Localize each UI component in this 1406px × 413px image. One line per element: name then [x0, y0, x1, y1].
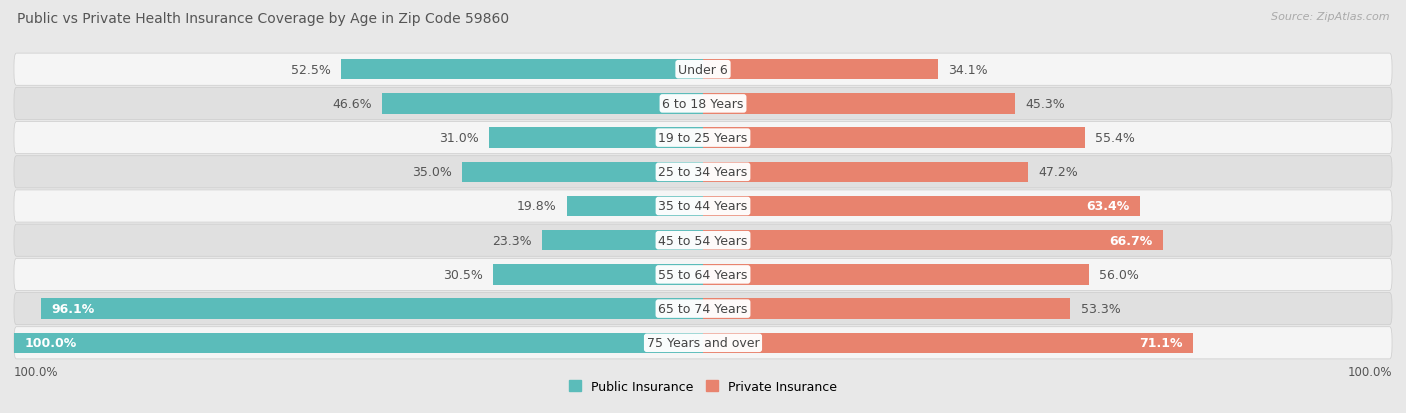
Text: 96.1%: 96.1% [51, 302, 94, 316]
Bar [703, 128, 1084, 149]
Text: 35.0%: 35.0% [412, 166, 451, 179]
Text: 55 to 64 Years: 55 to 64 Years [658, 268, 748, 281]
Text: 25 to 34 Years: 25 to 34 Years [658, 166, 748, 179]
Text: 35 to 44 Years: 35 to 44 Years [658, 200, 748, 213]
Bar [489, 128, 703, 149]
Bar [703, 264, 1088, 285]
Text: 100.0%: 100.0% [24, 337, 77, 349]
Bar [703, 196, 1140, 217]
Text: 45 to 54 Years: 45 to 54 Years [658, 234, 748, 247]
FancyBboxPatch shape [14, 157, 1392, 188]
FancyBboxPatch shape [14, 327, 1392, 359]
Text: 30.5%: 30.5% [443, 268, 482, 281]
Text: 19.8%: 19.8% [516, 200, 557, 213]
Bar [703, 299, 1070, 319]
FancyBboxPatch shape [14, 259, 1392, 291]
FancyBboxPatch shape [14, 54, 1392, 86]
FancyBboxPatch shape [14, 190, 1392, 223]
Bar [703, 333, 1192, 353]
Text: Under 6: Under 6 [678, 64, 728, 76]
Text: 23.3%: 23.3% [492, 234, 531, 247]
FancyBboxPatch shape [14, 225, 1392, 256]
Bar [342, 60, 703, 80]
Text: 66.7%: 66.7% [1109, 234, 1152, 247]
Text: 46.6%: 46.6% [332, 97, 371, 111]
Bar [703, 162, 1028, 183]
Bar [703, 230, 1163, 251]
Text: 6 to 18 Years: 6 to 18 Years [662, 97, 744, 111]
Bar [14, 333, 703, 353]
Bar [543, 230, 703, 251]
Text: 31.0%: 31.0% [439, 132, 479, 145]
Text: 47.2%: 47.2% [1039, 166, 1078, 179]
Text: 55.4%: 55.4% [1095, 132, 1135, 145]
Text: Public vs Private Health Insurance Coverage by Age in Zip Code 59860: Public vs Private Health Insurance Cover… [17, 12, 509, 26]
Text: 100.0%: 100.0% [14, 365, 59, 378]
Text: 53.3%: 53.3% [1081, 302, 1121, 316]
Text: 75 Years and over: 75 Years and over [647, 337, 759, 349]
Bar [494, 264, 703, 285]
Text: 52.5%: 52.5% [291, 64, 330, 76]
Legend: Public Insurance, Private Insurance: Public Insurance, Private Insurance [564, 375, 842, 398]
Text: 100.0%: 100.0% [1347, 365, 1392, 378]
Text: 45.3%: 45.3% [1025, 97, 1066, 111]
Bar [703, 60, 938, 80]
Bar [703, 94, 1015, 114]
Bar [41, 299, 703, 319]
Bar [382, 94, 703, 114]
Text: 65 to 74 Years: 65 to 74 Years [658, 302, 748, 316]
Text: 71.1%: 71.1% [1139, 337, 1182, 349]
Text: 19 to 25 Years: 19 to 25 Years [658, 132, 748, 145]
Text: 56.0%: 56.0% [1099, 268, 1139, 281]
Bar [461, 162, 703, 183]
Text: 34.1%: 34.1% [948, 64, 988, 76]
FancyBboxPatch shape [14, 122, 1392, 154]
Text: 63.4%: 63.4% [1087, 200, 1129, 213]
Bar [567, 196, 703, 217]
Text: Source: ZipAtlas.com: Source: ZipAtlas.com [1271, 12, 1389, 22]
FancyBboxPatch shape [14, 293, 1392, 325]
FancyBboxPatch shape [14, 88, 1392, 120]
